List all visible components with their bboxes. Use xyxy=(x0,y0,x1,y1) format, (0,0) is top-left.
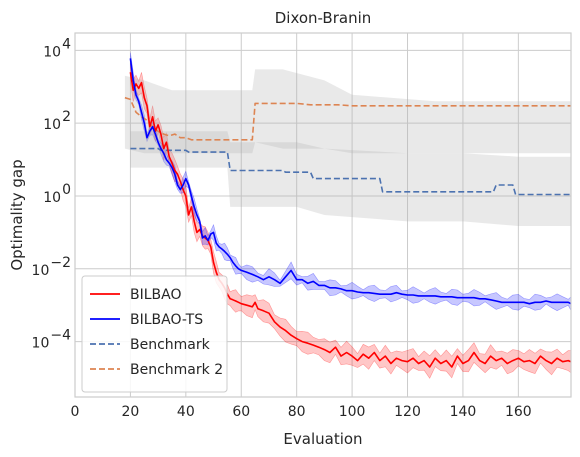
y-tick-exponent: −4 xyxy=(50,328,71,344)
plot-frame xyxy=(74,32,572,398)
y-tick-exponent: 2 xyxy=(62,109,71,125)
confidence-bands xyxy=(124,52,572,379)
x-tick-label: 160 xyxy=(505,404,532,420)
legend-label: BILBAO xyxy=(130,287,182,303)
y-axis-label: Optimality gap xyxy=(8,159,26,270)
band-benchmark xyxy=(130,131,571,226)
line-benchmark-2 xyxy=(124,96,571,141)
line-benchmark xyxy=(130,147,571,196)
x-tick-label: 40 xyxy=(177,404,195,420)
line-bilbao xyxy=(129,72,572,368)
x-axis-label: Evaluation xyxy=(283,430,362,448)
x-tick-label: 20 xyxy=(122,404,140,420)
y-tick-label: 10 xyxy=(43,190,61,206)
x-tick-label: 80 xyxy=(288,404,306,420)
legend-box xyxy=(81,275,228,393)
x-tick-label: 60 xyxy=(232,404,250,420)
legend-label: Benchmark xyxy=(130,337,211,353)
band-benchmark-2 xyxy=(124,69,572,154)
axes-border xyxy=(74,32,572,398)
legend: BILBAO BILBAO-TS Benchmark Benchmark 2 xyxy=(81,275,228,393)
line-bilbao-ts xyxy=(129,58,572,305)
x-tick-label: 100 xyxy=(339,404,366,420)
series-lines xyxy=(124,58,572,368)
y-tick-label: 10 xyxy=(32,336,50,352)
x-tick-label: 0 xyxy=(71,404,80,420)
x-tick-label: 140 xyxy=(450,404,477,420)
y-tick-label: 10 xyxy=(43,117,61,133)
y-tick-label: 10 xyxy=(43,44,61,60)
y-tick-label: 10 xyxy=(32,263,50,279)
legend-label: Benchmark 2 xyxy=(130,362,223,378)
y-tick-exponent: 0 xyxy=(62,182,71,198)
x-axis-ticks: 0 20 40 60 80 100 120 140 160 xyxy=(71,404,532,420)
y-tick-exponent: 4 xyxy=(62,36,71,52)
grid xyxy=(74,33,571,397)
legend-label: BILBAO-TS xyxy=(130,312,203,328)
y-tick-exponent: −2 xyxy=(50,255,71,271)
chart-title: Dixon-Branin xyxy=(275,9,372,27)
x-tick-label: 120 xyxy=(394,404,421,420)
